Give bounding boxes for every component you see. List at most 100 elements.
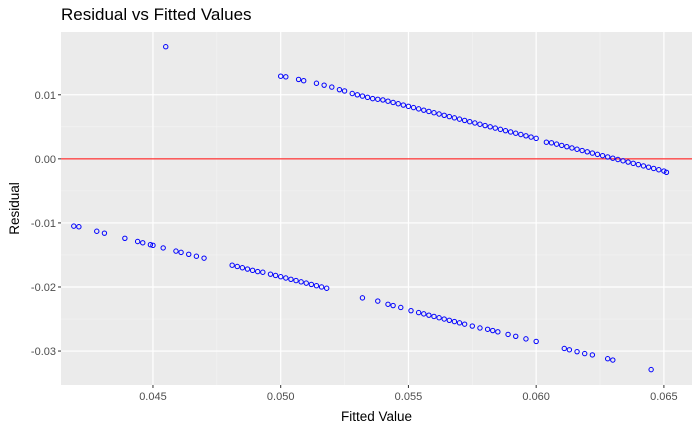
data-point xyxy=(566,347,573,353)
data-point xyxy=(648,366,654,373)
data-point xyxy=(405,103,412,110)
data-point xyxy=(415,106,422,112)
data-point xyxy=(173,248,179,254)
data-point xyxy=(300,77,307,84)
data-point xyxy=(523,336,529,342)
data-point xyxy=(415,309,422,316)
data-point xyxy=(369,95,376,102)
data-point xyxy=(461,117,468,124)
x-tick-label: 0.065 xyxy=(650,391,678,403)
data-point xyxy=(505,331,511,338)
data-point xyxy=(267,271,274,277)
data-point xyxy=(313,282,320,289)
data-point xyxy=(456,320,463,326)
data-point xyxy=(308,281,315,288)
data-point xyxy=(94,228,100,234)
data-point xyxy=(431,110,437,116)
x-tick-label: 0.060 xyxy=(522,391,550,403)
data-point xyxy=(421,107,427,113)
data-point xyxy=(140,240,146,246)
data-point xyxy=(615,156,621,163)
data-point xyxy=(303,280,309,286)
data-point xyxy=(604,356,611,362)
data-point xyxy=(513,130,519,136)
data-point xyxy=(234,263,240,270)
data-point xyxy=(272,272,279,279)
y-tick-label: -0.02 xyxy=(31,282,56,294)
data-point xyxy=(349,90,355,97)
data-point xyxy=(441,316,447,322)
data-point xyxy=(186,251,192,258)
plot-panel xyxy=(61,32,692,385)
data-point xyxy=(548,140,555,146)
chart-title: Residual vs Fitted Values xyxy=(61,5,252,24)
data-point xyxy=(160,245,166,251)
data-point xyxy=(604,154,611,160)
data-point xyxy=(451,115,458,121)
data-point xyxy=(431,313,437,320)
data-point xyxy=(329,84,335,90)
data-point xyxy=(71,223,77,229)
data-point xyxy=(408,307,414,314)
data-point xyxy=(150,242,156,249)
y-tick-label: -0.03 xyxy=(31,346,56,358)
data-point xyxy=(589,352,596,358)
data-point xyxy=(375,96,381,102)
data-point xyxy=(589,150,596,156)
data-point xyxy=(364,94,371,101)
data-point xyxy=(543,139,550,145)
y-tick-label: 0.01 xyxy=(35,90,56,102)
data-point xyxy=(446,113,453,120)
data-point xyxy=(410,104,417,111)
data-point xyxy=(323,285,330,291)
data-point xyxy=(293,277,299,284)
data-point xyxy=(398,304,404,311)
data-point xyxy=(249,267,256,274)
data-point xyxy=(76,224,82,230)
data-point xyxy=(599,152,606,159)
data-point xyxy=(336,86,343,93)
data-point xyxy=(395,101,401,107)
data-point xyxy=(610,155,616,161)
data-point xyxy=(533,338,539,345)
data-point xyxy=(101,230,108,236)
y-axis-title: Residual xyxy=(7,182,22,235)
data-point xyxy=(390,302,396,309)
data-point xyxy=(574,348,580,355)
data-point xyxy=(295,76,302,83)
data-point xyxy=(318,284,325,290)
data-point xyxy=(260,269,266,275)
data-point xyxy=(341,88,348,94)
data-point xyxy=(283,275,289,281)
data-point xyxy=(477,325,483,331)
data-point xyxy=(482,122,488,129)
data-point xyxy=(298,279,304,285)
data-point xyxy=(467,118,473,125)
data-point xyxy=(497,126,504,133)
data-point xyxy=(354,92,361,98)
data-point xyxy=(582,350,588,357)
data-point xyxy=(134,238,141,245)
data-point xyxy=(630,160,636,167)
x-axis-title: Fitted Value xyxy=(341,409,412,424)
data-point xyxy=(441,112,447,118)
x-tick-label: 0.055 xyxy=(395,391,423,403)
data-point xyxy=(461,321,468,327)
data-point xyxy=(640,163,647,169)
data-point xyxy=(620,158,626,164)
data-point xyxy=(650,165,657,172)
data-point xyxy=(244,266,251,272)
data-point xyxy=(490,327,496,334)
data-point xyxy=(574,146,580,152)
data-point xyxy=(385,98,391,104)
data-point xyxy=(229,262,235,268)
data-point xyxy=(359,295,366,301)
y-tick-label: -0.01 xyxy=(31,218,56,230)
data-point xyxy=(594,151,601,158)
data-point xyxy=(579,147,585,154)
data-point xyxy=(283,74,289,80)
data-point xyxy=(656,167,662,173)
data-point xyxy=(288,276,294,282)
data-point xyxy=(518,131,524,138)
